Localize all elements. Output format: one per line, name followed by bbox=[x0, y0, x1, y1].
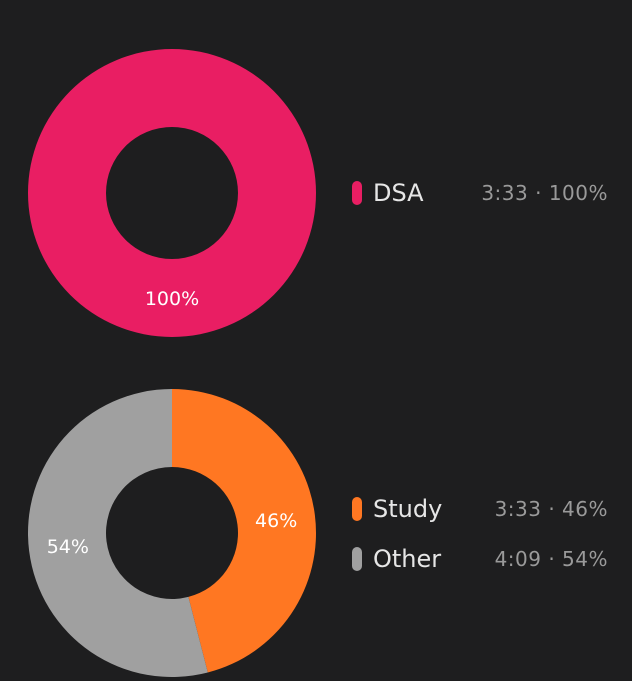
legend-swatch bbox=[352, 497, 362, 521]
legend-swatch bbox=[352, 181, 362, 205]
data-label-study: 46% bbox=[255, 510, 297, 532]
legend-value: 3:33 · 46% bbox=[494, 497, 608, 521]
legend-label: Other bbox=[373, 545, 442, 573]
slice-dsa bbox=[28, 49, 316, 337]
legend-label: DSA bbox=[373, 179, 424, 207]
legend-swatch bbox=[352, 547, 362, 571]
slice-study bbox=[172, 389, 316, 673]
legend-label: Study bbox=[373, 495, 443, 523]
legend-item-other: Other 4:09 · 54% bbox=[352, 544, 608, 574]
data-label-dsa: 100% bbox=[145, 288, 199, 310]
slice-other bbox=[27, 389, 208, 677]
data-label-other: 54% bbox=[47, 536, 89, 558]
legend-item-study: Study 3:33 · 46% bbox=[352, 494, 608, 524]
legend-value: 3:33 · 100% bbox=[481, 181, 608, 205]
legend-value: 4:09 · 54% bbox=[494, 547, 608, 571]
legend-item-dsa: DSA 3:33 · 100% bbox=[352, 178, 608, 208]
